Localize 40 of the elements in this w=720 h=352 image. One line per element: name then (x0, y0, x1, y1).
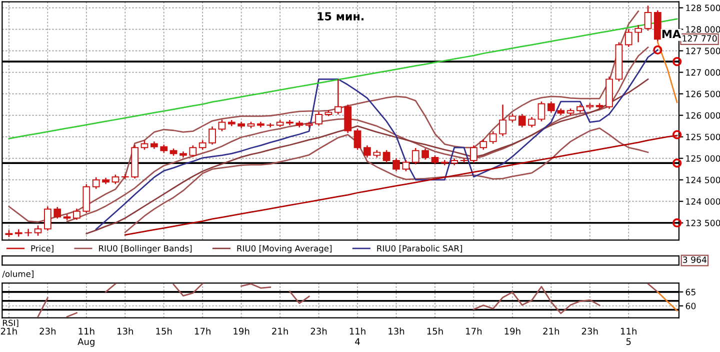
legend-label: RIU0 [Bollinger Bands] (99, 245, 192, 254)
x-tick-label: 11h 4 (350, 328, 366, 345)
x-tick-label: 21h (0, 328, 17, 334)
x-tick-label: 23h (310, 328, 327, 335)
x-tick-label: 17h (466, 328, 482, 334)
text: /olume] (2, 270, 34, 278)
y-tick-label: 123 500 (686, 220, 720, 226)
y-tick-label: 60 (686, 302, 696, 310)
y-tick-label: 124 000 (686, 198, 720, 205)
text: RSI] (2, 320, 18, 328)
legend-label: RIU0 [Moving Average] (237, 245, 332, 254)
y-tick-label: 124 500 (686, 176, 720, 184)
text: 3 964 (683, 256, 707, 263)
y-tick-label: 128 500 (686, 4, 720, 12)
x-tick-label: 15h (427, 328, 443, 335)
y-tick-label: 127 000 (686, 69, 720, 76)
x-tick-label: 23h (582, 328, 598, 335)
legend-label: RIU0 [Parabolic SAR] (377, 245, 462, 252)
x-tick-label: 11h Aug (78, 328, 94, 347)
legend-label: Price] (31, 245, 54, 252)
x-tick-label: 21h (543, 328, 559, 334)
y-tick-label: 128 000 (686, 26, 720, 33)
text: 127 770 (682, 35, 717, 42)
x-tick-label: 15h (156, 328, 172, 335)
y-tick-label: 65 (686, 288, 696, 296)
annotation: MA (662, 30, 681, 38)
y-tick-label: 127 500 (686, 48, 720, 54)
y-tick-label: 126 500 (686, 90, 720, 98)
x-tick-label: 17h (194, 328, 210, 334)
x-tick-label: 13h (118, 328, 133, 335)
text: 15 мин. (318, 12, 364, 20)
x-tick-label: 19h (504, 328, 520, 335)
x-tick-label: 19h (234, 328, 250, 335)
y-tick-label: 125 000 (686, 155, 720, 162)
x-tick-label: 23h (40, 328, 56, 335)
x-tick-label: 13h (388, 328, 404, 335)
y-tick-label: 125 500 (686, 134, 720, 140)
y-tick-label: 126 000 (686, 112, 720, 119)
x-tick-label: 21h (272, 328, 288, 334)
x-tick-label: 11h 5 (621, 328, 636, 346)
